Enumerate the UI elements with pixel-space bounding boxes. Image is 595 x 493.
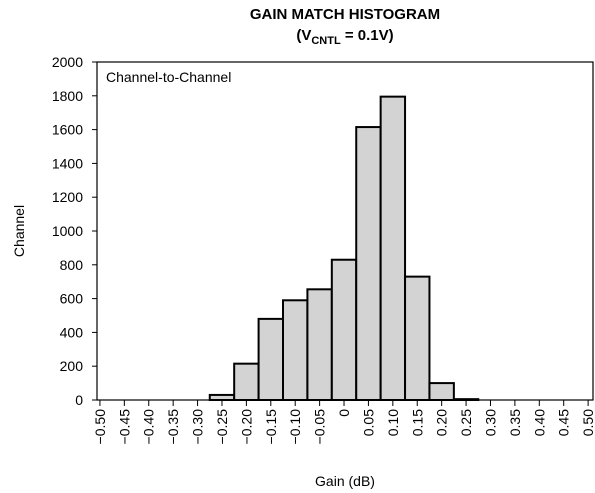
y-tick-label: 800 [60, 257, 84, 273]
x-tick-label: 0.50 [580, 409, 595, 436]
x-tick-label: −0.15 [263, 409, 279, 445]
chart-title: GAIN MATCH HISTOGRAM [250, 6, 440, 23]
x-tick-label: −0.35 [165, 409, 181, 445]
x-axis-label: Gain (dB) [315, 473, 375, 489]
x-tick-label: 0.30 [482, 409, 498, 436]
x-tick-label: −0.50 [92, 409, 108, 445]
bar [282, 299, 309, 402]
bar [379, 95, 407, 402]
x-tick-label: −0.30 [190, 409, 206, 445]
x-tick-label: 0.10 [385, 409, 401, 436]
bar [404, 275, 431, 402]
y-axis-label: Channel [11, 205, 27, 257]
bar [355, 126, 382, 401]
bar [233, 362, 260, 402]
x-tick-label: −0.40 [141, 409, 157, 445]
bar [330, 258, 358, 402]
x-tick-label: 0.05 [360, 409, 376, 436]
x-tick-label: −0.20 [238, 409, 254, 445]
y-tick-label: 200 [60, 358, 84, 374]
x-tick-label: −0.10 [287, 409, 303, 445]
subtitle-subscript: CNTL [311, 35, 341, 47]
y-tick-label: 1000 [52, 223, 83, 239]
x-tick-label: 0.15 [409, 409, 425, 436]
bar [452, 398, 480, 401]
chart-subtitle: (VCNTL = 0.1V) [296, 27, 393, 47]
x-tick-label: 0.20 [434, 409, 450, 436]
y-tick-label: 1600 [52, 122, 83, 138]
y-tick-label: 1200 [52, 189, 83, 205]
annotation: Channel-to-Channel [106, 69, 231, 85]
x-tick-label: −0.45 [116, 409, 132, 445]
x-tick-label: −0.25 [214, 409, 230, 445]
y-tick-label: 600 [60, 291, 84, 307]
bar [257, 317, 284, 402]
bar [428, 382, 455, 402]
x-tick-label: 0 [336, 409, 352, 417]
y-tick-label: 1400 [52, 155, 83, 171]
x-tick-label: −0.05 [312, 409, 328, 445]
subtitle-part: = 0.1V) [341, 27, 394, 44]
x-tick-label: 0.25 [458, 409, 474, 436]
y-tick-label: 2000 [52, 54, 83, 70]
x-tick-label: 0.40 [531, 409, 547, 436]
y-tick-label: 0 [75, 392, 83, 408]
x-tick-label: 0.45 [556, 409, 572, 436]
y-tick-label: 400 [60, 324, 84, 340]
x-tick-label: 0.35 [507, 409, 523, 436]
bar [306, 288, 333, 401]
bar [208, 393, 236, 401]
y-tick-label: 1800 [52, 88, 83, 104]
subtitle-part: (V [296, 27, 311, 44]
